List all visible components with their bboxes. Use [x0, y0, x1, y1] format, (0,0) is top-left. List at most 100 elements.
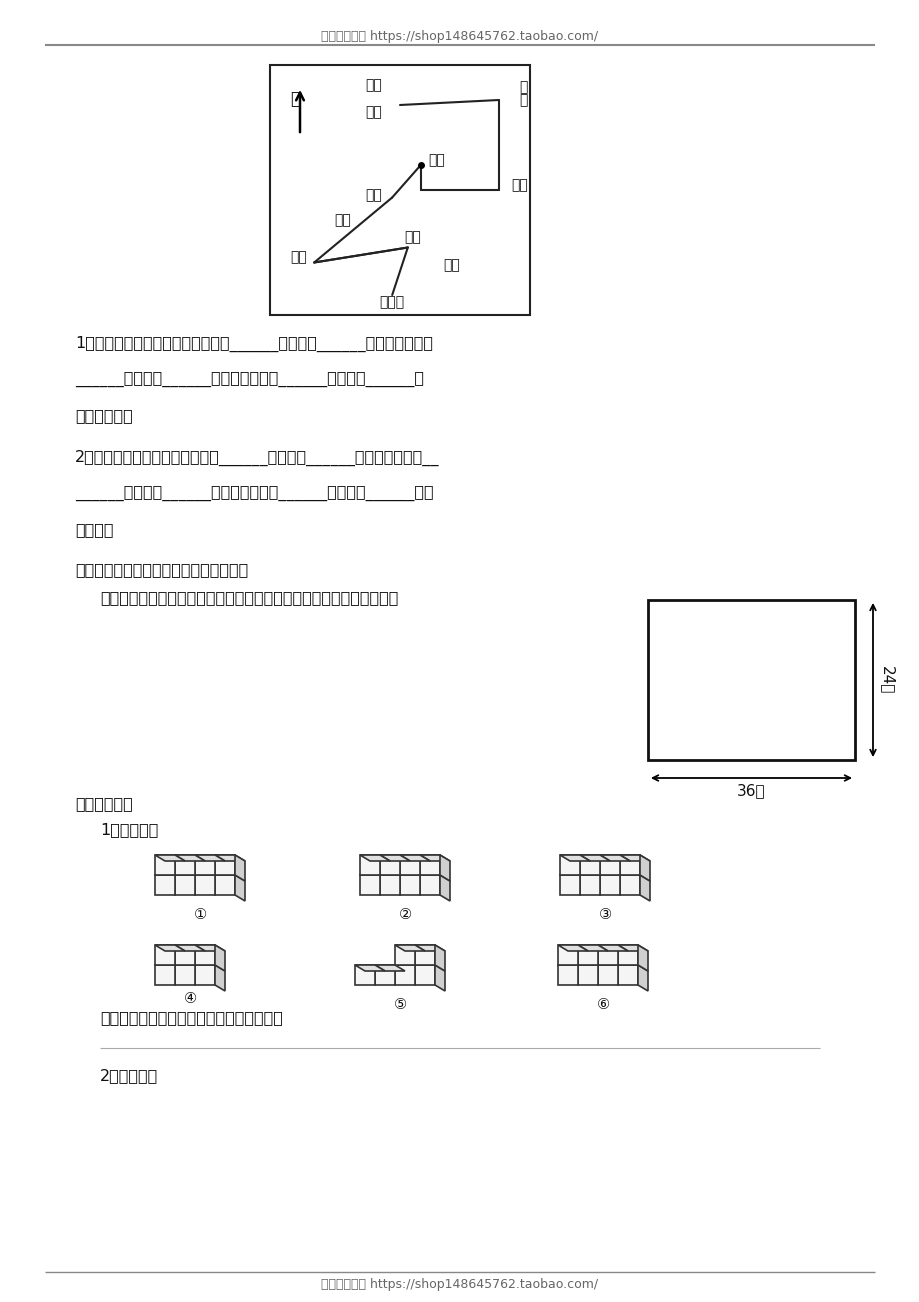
Polygon shape [195, 945, 225, 950]
Bar [560, 875, 579, 894]
Bar [599, 855, 619, 875]
Polygon shape [439, 875, 449, 901]
Text: 五、李大爷用铁丝网围了如右图的羊圈。: 五、李大爷用铁丝网围了如右图的羊圈。 [75, 562, 248, 577]
Bar [175, 875, 195, 894]
Polygon shape [577, 945, 607, 950]
Text: 火车站: 火车站 [380, 296, 404, 310]
Bar [394, 945, 414, 965]
Text: 24米: 24米 [879, 665, 893, 694]
Text: 园: 园 [519, 92, 528, 107]
Polygon shape [215, 965, 225, 991]
Polygon shape [640, 875, 650, 901]
Bar [394, 965, 414, 986]
Text: 用同样长的铁丝网，你能不能围成面积更大的羊圈，它的面积是多少？: 用同样长的铁丝网，你能不能围成面积更大的羊圈，它的面积是多少？ [100, 590, 398, 605]
Polygon shape [414, 945, 445, 950]
Text: 海边: 海边 [427, 154, 444, 167]
Polygon shape [560, 855, 589, 861]
Polygon shape [215, 855, 244, 861]
Polygon shape [175, 855, 205, 861]
Bar [420, 855, 439, 875]
Text: 北: 北 [289, 90, 300, 108]
Bar [175, 945, 195, 965]
Polygon shape [394, 945, 425, 950]
Bar [380, 855, 400, 875]
Text: ②: ② [398, 907, 411, 922]
Text: 小区: 小区 [365, 105, 382, 120]
Bar [577, 945, 597, 965]
Polygon shape [154, 855, 185, 861]
Bar [560, 855, 579, 875]
Text: 2、填空题。: 2、填空题。 [100, 1068, 158, 1083]
Text: 金山: 金山 [289, 250, 307, 264]
Bar [597, 965, 618, 986]
Bar [558, 965, 577, 986]
Bar [414, 965, 435, 986]
Bar [195, 945, 215, 965]
Bar [359, 855, 380, 875]
Text: 火车站。: 火车站。 [75, 522, 113, 536]
Bar [414, 945, 435, 965]
Bar [579, 855, 599, 875]
Text: 到文明小区。: 到文明小区。 [75, 408, 132, 423]
Polygon shape [234, 855, 244, 881]
Polygon shape [637, 965, 647, 991]
Bar [175, 855, 195, 875]
Bar [154, 855, 175, 875]
Polygon shape [619, 855, 650, 861]
Text: 1、填图号。: 1、填图号。 [100, 822, 158, 837]
Polygon shape [579, 855, 609, 861]
Bar [577, 965, 597, 986]
Bar [215, 875, 234, 894]
Polygon shape [558, 945, 587, 950]
Polygon shape [637, 945, 647, 971]
Bar [619, 875, 640, 894]
Bar [154, 875, 175, 894]
Bar [618, 965, 637, 986]
Bar [579, 875, 599, 894]
Bar [619, 855, 640, 875]
Polygon shape [375, 965, 404, 971]
Polygon shape [420, 855, 449, 861]
Text: 文明: 文明 [365, 78, 382, 92]
Polygon shape [359, 855, 390, 861]
Bar [380, 875, 400, 894]
Text: 银行: 银行 [443, 258, 460, 272]
Text: ①: ① [193, 907, 207, 922]
Polygon shape [215, 945, 225, 971]
Bar [400, 855, 420, 875]
Text: 剧院: 剧院 [511, 178, 528, 191]
Bar [355, 965, 375, 986]
Text: 北京名校教育 https://shop148645762.taobao.com/: 北京名校教育 https://shop148645762.taobao.com/ [321, 30, 598, 43]
Polygon shape [597, 945, 628, 950]
Polygon shape [355, 965, 384, 971]
Bar [175, 965, 195, 986]
Polygon shape [175, 945, 205, 950]
Polygon shape [154, 945, 185, 950]
Polygon shape [599, 855, 630, 861]
Text: ⑤: ⑤ [393, 997, 406, 1012]
Text: 1、从广场到文明小区的路线是：向______方向行驶______站到剧院，再向: 1、从广场到文明小区的路线是：向______方向行驶______站到剧院，再向 [75, 336, 433, 353]
Polygon shape [640, 855, 650, 881]
Text: ⑥: ⑥ [596, 997, 609, 1012]
Bar [647, 600, 854, 760]
Bar [195, 875, 215, 894]
Polygon shape [195, 855, 225, 861]
Bar [215, 855, 234, 875]
Polygon shape [439, 855, 449, 881]
Bar [154, 945, 175, 965]
Polygon shape [400, 855, 429, 861]
Text: 2、从广场到火车站的路线是：向______方向行驶______站到金山，再向__: 2、从广场到火车站的路线是：向______方向行驶______站到金山，再向__ [75, 450, 439, 466]
Bar [400, 875, 420, 894]
Bar [195, 965, 215, 986]
Text: ______方向行驶______站到公园，再向______方向行驶______站: ______方向行驶______站到公园，再向______方向行驶______站 [75, 372, 424, 387]
Text: ______方向行驶______站到高山，再向______方向行驶______站到: ______方向行驶______站到高山，再向______方向行驶______站… [75, 486, 433, 501]
Bar [269, 65, 529, 315]
Bar [359, 875, 380, 894]
Polygon shape [380, 855, 410, 861]
Text: 上图哪些物体从正面和侧面看图形都一样？: 上图哪些物体从正面和侧面看图形都一样？ [100, 1010, 282, 1025]
Text: 公: 公 [519, 79, 528, 94]
Text: 广场: 广场 [365, 187, 382, 202]
Text: ③: ③ [597, 907, 611, 922]
Bar [420, 875, 439, 894]
Bar [599, 875, 619, 894]
